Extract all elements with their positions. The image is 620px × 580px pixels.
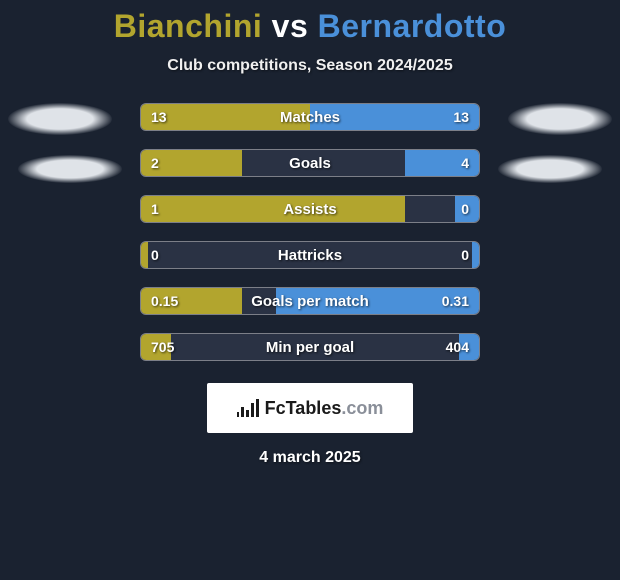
player1-avatar-placeholder [8, 103, 112, 135]
player2-name: Bernardotto [318, 8, 507, 44]
stat-fill-right [276, 288, 479, 314]
logo-chart-icon [237, 399, 259, 417]
stat-fill-left [141, 150, 242, 176]
stat-fill-right [310, 104, 479, 130]
stat-fill-left [141, 196, 405, 222]
stat-row: 10Assists [140, 195, 480, 223]
stat-bars: 1313Matches 24Goals 10Assists 00Hattricks 0.… [140, 103, 480, 361]
player2-avatar-placeholder [508, 103, 612, 135]
player2-shadow [498, 155, 602, 183]
stat-fill-right [405, 150, 479, 176]
comparison-arena: 1313Matches 24Goals 10Assists 00Hattricks 0.… [0, 103, 620, 467]
stat-fill-right [455, 196, 479, 222]
stat-row: 24Goals [140, 149, 480, 177]
stat-fill-right [472, 242, 479, 268]
stat-fill-right [459, 334, 479, 360]
player1-shadow [18, 155, 122, 183]
stat-row: 00Hattricks [140, 241, 480, 269]
logo-text: FcTables.com [265, 398, 384, 419]
subtitle: Club competitions, Season 2024/2025 [0, 57, 620, 75]
player1-name: Bianchini [114, 8, 263, 44]
vs-separator: vs [272, 8, 309, 44]
header: Bianchini vs Bernardotto Club competitio… [0, 0, 620, 75]
logo-suffix: .com [341, 398, 383, 418]
stat-fill-left [141, 334, 171, 360]
stat-label: Hattricks [141, 242, 479, 268]
stat-label: Min per goal [141, 334, 479, 360]
stat-row: 0.150.31Goals per match [140, 287, 480, 315]
logo-name: FcTables [265, 398, 342, 418]
date: 4 march 2025 [0, 449, 620, 467]
stat-fill-left [141, 288, 242, 314]
logo-box: FcTables.com [207, 383, 413, 433]
stat-row: 705404Min per goal [140, 333, 480, 361]
stat-fill-left [141, 104, 310, 130]
title: Bianchini vs Bernardotto [0, 8, 620, 45]
stat-row: 1313Matches [140, 103, 480, 131]
stat-fill-left [141, 242, 148, 268]
